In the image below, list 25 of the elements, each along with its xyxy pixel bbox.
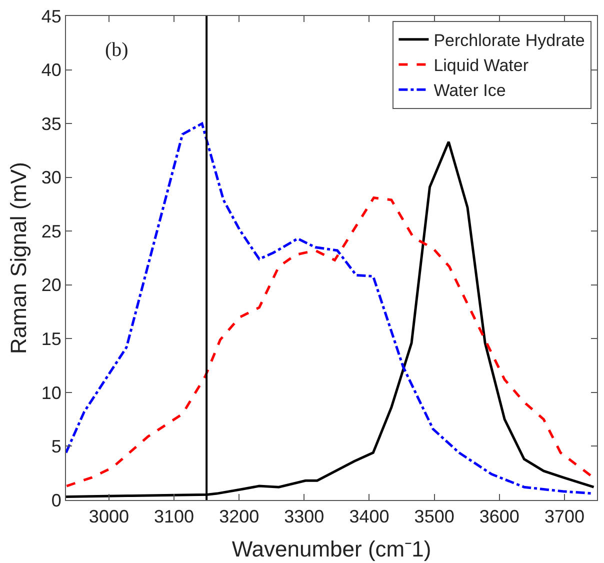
y-tick-label: 40 — [41, 60, 62, 80]
legend-label: Perchlorate Hydrate — [434, 31, 585, 50]
x-tick-label: 3500 — [414, 506, 454, 527]
line-series — [66, 196, 594, 488]
x-tick-label: 3000 — [88, 506, 129, 527]
x-tick-label: 3100 — [154, 506, 194, 527]
x-tick-label: 3300 — [284, 506, 324, 527]
y-tick-label: 10 — [41, 382, 62, 403]
x-tick-label: 3600 — [479, 506, 520, 527]
x-axis-title: Wavenumber (cm⁻1) — [232, 536, 432, 562]
y-tick-label: 15 — [41, 328, 62, 349]
legend-label: Liquid Water — [434, 56, 529, 76]
y-tick-label: 5 — [51, 436, 62, 457]
y-axis-title: Raman Signal (mV) — [6, 162, 32, 354]
y-tick-label: 0 — [51, 490, 62, 510]
y-tick-label: 45 — [41, 6, 62, 26]
x-tick-label: 3400 — [349, 506, 390, 527]
x-tick-label: 3200 — [219, 506, 260, 527]
annotation: (b) — [105, 39, 128, 61]
y-tick-label: 25 — [41, 221, 62, 242]
x-tick-label: 3700 — [544, 506, 584, 527]
legend-label: Water Ice — [434, 81, 506, 100]
y-tick-label: 20 — [41, 275, 62, 296]
y-tick-label: 35 — [41, 114, 62, 134]
y-tick-label: 30 — [41, 168, 62, 188]
